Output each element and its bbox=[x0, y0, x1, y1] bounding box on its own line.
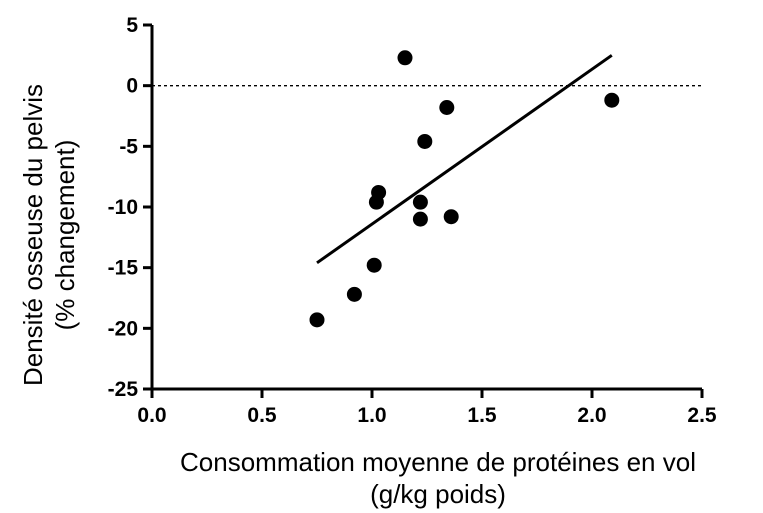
regression-line bbox=[316, 54, 613, 265]
x-tick-label: 2.0 bbox=[577, 404, 606, 427]
y-ticks: 5 0 -5 -10 -15 -20 -25 bbox=[108, 14, 152, 401]
data-point bbox=[397, 50, 413, 66]
data-point bbox=[366, 257, 382, 273]
data-point bbox=[439, 100, 455, 116]
x-tick-label: 0.0 bbox=[137, 404, 166, 427]
x-axis-unit: (g/kg poids) bbox=[370, 479, 506, 509]
data-point bbox=[371, 184, 387, 200]
y-tick-label: -20 bbox=[108, 317, 138, 340]
x-tick-label: 2.5 bbox=[687, 404, 717, 427]
axes bbox=[150, 25, 702, 391]
data-point bbox=[412, 194, 428, 210]
y-tick-label: 5 bbox=[126, 14, 138, 37]
data-point bbox=[309, 312, 325, 328]
x-tick-label: 1.0 bbox=[357, 404, 386, 427]
y-axis-title: Densité osseuse du pelvis bbox=[18, 84, 48, 386]
data-point bbox=[417, 133, 433, 149]
y-axis-unit: (% changement) bbox=[50, 140, 80, 331]
y-tick-label: -10 bbox=[108, 196, 138, 219]
x-ticks: 0.0 0.5 1.0 1.5 2.0 2.5 bbox=[137, 389, 717, 427]
y-tick-label: -5 bbox=[119, 135, 138, 158]
x-axis-title: Consommation moyenne de protéines en vol bbox=[180, 447, 696, 477]
y-tick-label: -15 bbox=[108, 257, 139, 280]
data-point bbox=[443, 209, 459, 225]
x-tick-label: 1.5 bbox=[467, 404, 497, 427]
data-point bbox=[604, 92, 620, 108]
data-point bbox=[412, 211, 428, 227]
y-tick-label: -25 bbox=[108, 378, 139, 401]
data-points bbox=[309, 50, 620, 328]
x-tick-label: 0.5 bbox=[247, 404, 277, 427]
data-point bbox=[346, 286, 362, 302]
y-tick-label: 0 bbox=[126, 75, 138, 98]
